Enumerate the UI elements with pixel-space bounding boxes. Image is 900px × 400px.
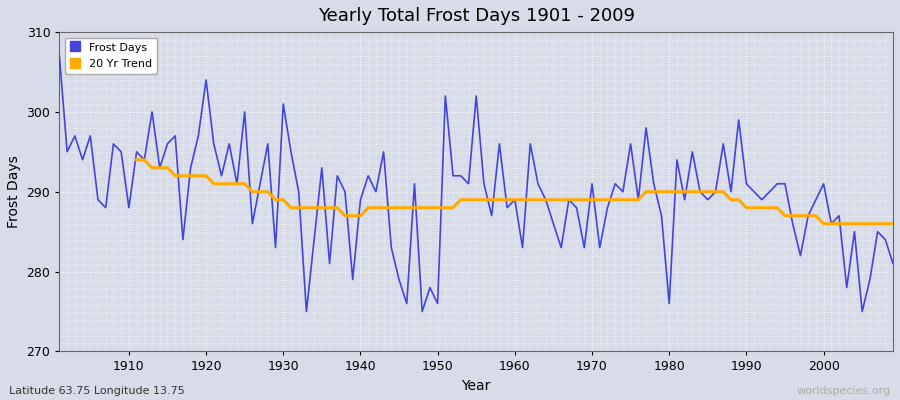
Frost Days bbox=[339, 189, 350, 194]
Y-axis label: Frost Days: Frost Days bbox=[7, 155, 21, 228]
Line: 20 Yr Trend: 20 Yr Trend bbox=[137, 160, 893, 224]
X-axis label: Year: Year bbox=[462, 379, 490, 393]
Frost Days bbox=[610, 181, 621, 186]
20 Yr Trend bbox=[725, 197, 736, 202]
Legend: Frost Days, 20 Yr Trend: Frost Days, 20 Yr Trend bbox=[65, 38, 157, 74]
20 Yr Trend bbox=[363, 205, 374, 210]
20 Yr Trend bbox=[131, 158, 142, 162]
20 Yr Trend bbox=[818, 221, 829, 226]
20 Yr Trend bbox=[533, 197, 544, 202]
20 Yr Trend bbox=[309, 205, 320, 210]
Frost Days bbox=[116, 150, 127, 154]
Text: Latitude 63.75 Longitude 13.75: Latitude 63.75 Longitude 13.75 bbox=[9, 386, 184, 396]
20 Yr Trend bbox=[509, 197, 520, 202]
Text: worldspecies.org: worldspecies.org bbox=[796, 386, 891, 396]
20 Yr Trend bbox=[887, 221, 898, 226]
Frost Days bbox=[509, 197, 520, 202]
Title: Yearly Total Frost Days 1901 - 2009: Yearly Total Frost Days 1901 - 2009 bbox=[318, 7, 634, 25]
Frost Days bbox=[285, 150, 296, 154]
Frost Days bbox=[887, 261, 898, 266]
Frost Days bbox=[518, 245, 528, 250]
Frost Days bbox=[301, 309, 311, 314]
Line: Frost Days: Frost Days bbox=[59, 56, 893, 312]
Frost Days bbox=[54, 54, 65, 58]
20 Yr Trend bbox=[332, 205, 343, 210]
